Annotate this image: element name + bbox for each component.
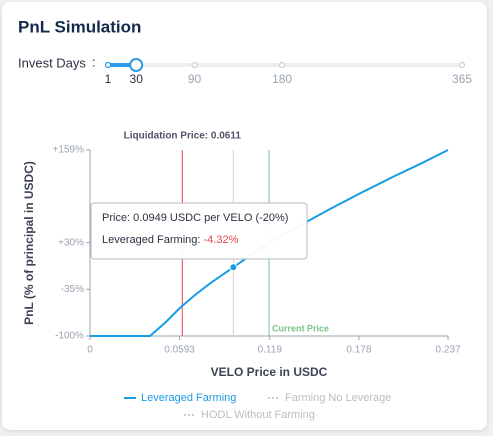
tooltip-text: Price: 0.0949 USDC per VELO (-20%) bbox=[102, 212, 288, 224]
x-tick-label: 0.119 bbox=[258, 345, 283, 356]
legend-label[interactable]: HODL Without Farming bbox=[201, 409, 315, 421]
y-tick-label: +159% bbox=[53, 145, 85, 156]
x-axis-title: VELO Price in USDC bbox=[211, 365, 328, 379]
y-axis-title: PnL (% of principal in USDC) bbox=[22, 161, 36, 325]
slider-mark-label: 1 bbox=[105, 72, 112, 86]
legend-label[interactable]: Leveraged Farming bbox=[141, 392, 236, 404]
slider-label: Invest Days bbox=[18, 55, 86, 70]
y-tick-label: +30% bbox=[58, 237, 84, 248]
x-tick-label: 0.237 bbox=[435, 345, 460, 356]
annotation-label: Current Price bbox=[272, 323, 329, 333]
tooltip-box bbox=[90, 202, 308, 260]
x-tick-label: 0.178 bbox=[346, 345, 371, 356]
tooltip-value: -4.32% bbox=[204, 234, 239, 246]
legend-label[interactable]: Farming No Leverage bbox=[285, 392, 391, 404]
tooltip-series: Leveraged Farming: -4.32% bbox=[102, 234, 239, 246]
slider-dot bbox=[104, 61, 112, 69]
slider-dot bbox=[191, 61, 198, 69]
tooltip-series-label: Leveraged Farming: bbox=[102, 234, 200, 246]
x-tick-label: 0.0593 bbox=[164, 345, 195, 356]
slider-dot bbox=[278, 61, 286, 69]
slider-dot bbox=[458, 61, 466, 69]
y-tick-label: -100% bbox=[55, 331, 84, 342]
slider-handle[interactable] bbox=[129, 58, 144, 72]
slider-mark-label: 90 bbox=[188, 72, 202, 86]
slider-mark-label: 30 bbox=[130, 72, 144, 86]
title: PnL Simulation bbox=[18, 17, 141, 36]
slider-mark-label: 180 bbox=[272, 72, 292, 86]
hover-point bbox=[229, 263, 238, 272]
x-tick-label: 0 bbox=[87, 345, 93, 356]
annotation-label: Liquidation Price: 0.0611 bbox=[124, 131, 242, 142]
y-tick-label: -35% bbox=[61, 284, 84, 295]
slider-mark-label: 365 bbox=[452, 72, 472, 86]
slider-separator: : bbox=[92, 54, 96, 69]
